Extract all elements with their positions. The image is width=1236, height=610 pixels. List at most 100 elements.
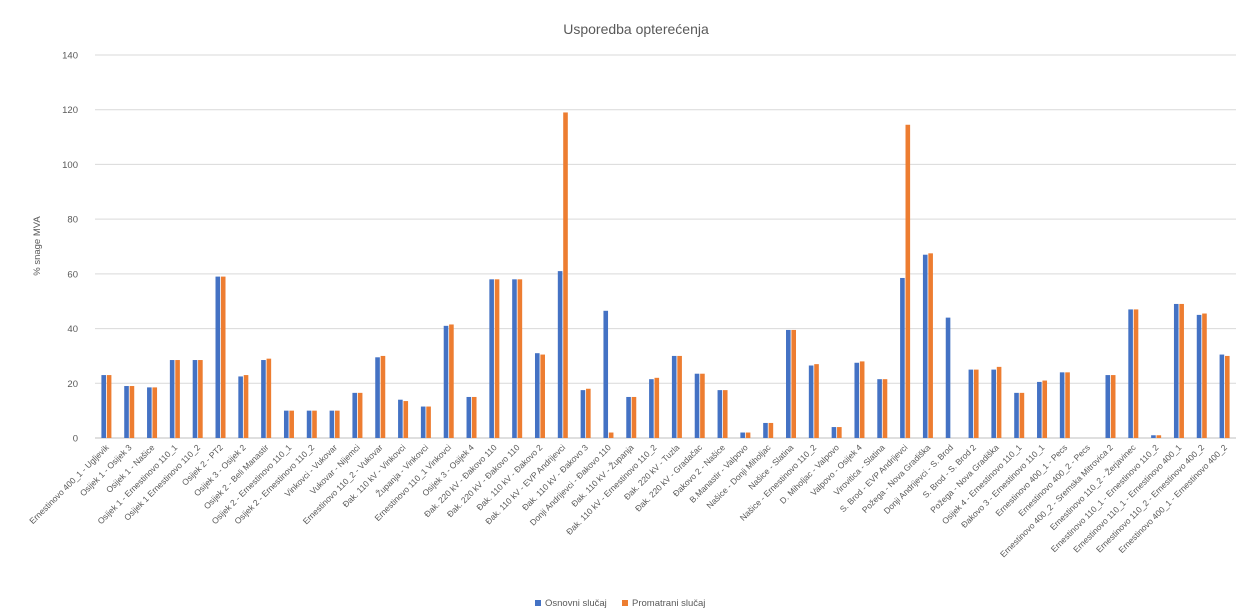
y-tick-label: 100 bbox=[62, 160, 78, 171]
bar-series-2 bbox=[426, 406, 431, 438]
bar-series-2 bbox=[449, 324, 454, 438]
bar-series-2 bbox=[517, 279, 523, 438]
bar-series-2 bbox=[1110, 375, 1116, 438]
y-axis-ticks: 0 20 40 60 80 100 120 140 bbox=[62, 51, 78, 445]
bar-series-1 bbox=[1105, 375, 1111, 438]
bar-series-2 bbox=[1179, 303, 1184, 438]
bar-series-1 bbox=[694, 373, 700, 438]
bar-series-2 bbox=[220, 276, 226, 438]
bar-series-2 bbox=[928, 253, 933, 438]
bar-series-2 bbox=[631, 396, 637, 438]
bar-series-1 bbox=[808, 365, 814, 438]
bar-series-2 bbox=[700, 373, 705, 438]
bar-series-1 bbox=[945, 317, 951, 438]
bar-series-1 bbox=[420, 406, 426, 438]
bar-series-2 bbox=[266, 358, 272, 438]
bar-series-1 bbox=[557, 271, 563, 438]
bar-series-2 bbox=[1156, 435, 1162, 438]
bar-series-2 bbox=[882, 379, 888, 438]
bar-series-1 bbox=[466, 396, 472, 438]
bar-series-1 bbox=[352, 392, 358, 438]
bar-series-2 bbox=[722, 390, 728, 438]
gridlines bbox=[95, 54, 1236, 439]
bar-series-2 bbox=[791, 329, 797, 438]
bar-series-1 bbox=[215, 276, 221, 438]
y-axis-label: % snage MVA bbox=[32, 216, 43, 276]
bar-series-1 bbox=[1219, 354, 1225, 438]
bar-series-2 bbox=[243, 375, 249, 438]
bar-series-2 bbox=[312, 410, 317, 438]
bar-series-1 bbox=[1151, 435, 1156, 438]
bar-series-2 bbox=[1065, 372, 1070, 438]
bar-series-2 bbox=[608, 432, 614, 438]
bar-series-1 bbox=[283, 410, 289, 438]
bar-series-1 bbox=[626, 396, 631, 438]
y-tick-label: 0 bbox=[73, 434, 78, 445]
bar-series-1 bbox=[398, 399, 403, 438]
bar-series-1 bbox=[147, 387, 152, 438]
bar-series-2 bbox=[1202, 313, 1207, 438]
bar-series-2 bbox=[494, 279, 500, 438]
bar-series-2 bbox=[106, 375, 112, 438]
bar-series-1 bbox=[1059, 372, 1065, 438]
bar-series-1 bbox=[238, 376, 243, 438]
bar-series-1 bbox=[169, 360, 175, 438]
bar-series-1 bbox=[922, 254, 928, 438]
bar-series-1 bbox=[443, 325, 449, 438]
bar-series-1 bbox=[740, 432, 745, 438]
bar-series-2 bbox=[837, 427, 842, 438]
bar-series-1 bbox=[261, 360, 266, 438]
bar-series-1 bbox=[306, 410, 312, 438]
bar-series-2 bbox=[1042, 380, 1048, 438]
y-tick-label: 20 bbox=[67, 379, 78, 390]
bar-series-1 bbox=[124, 386, 129, 438]
bar-series-2 bbox=[152, 387, 158, 438]
bar-series-2 bbox=[175, 360, 180, 438]
bar-series-2 bbox=[540, 354, 545, 438]
bar-series-1 bbox=[375, 357, 380, 438]
bar-series-2 bbox=[586, 388, 591, 438]
legend: Osnovni slučaj Promatrani slučaj bbox=[535, 598, 705, 609]
y-tick-label: 40 bbox=[67, 324, 78, 335]
bar-series-1 bbox=[786, 329, 791, 438]
bar-series-1 bbox=[329, 410, 335, 438]
bar-series-1 bbox=[603, 310, 609, 438]
bar-series-2 bbox=[471, 396, 477, 438]
bar-series-2 bbox=[1019, 392, 1025, 438]
bar-series-1 bbox=[101, 375, 107, 438]
bar-series-1 bbox=[991, 369, 996, 438]
bar-series-2 bbox=[129, 386, 135, 438]
bar-series-1 bbox=[763, 422, 768, 438]
bar-series-1 bbox=[877, 379, 882, 438]
bar-series-1 bbox=[1037, 381, 1042, 438]
bar-series-2 bbox=[745, 432, 751, 438]
bar-series-2 bbox=[768, 422, 774, 438]
bar-series-1 bbox=[900, 277, 905, 438]
bar-series-2 bbox=[357, 392, 363, 438]
bar-series-1 bbox=[649, 379, 654, 438]
bar-series-1 bbox=[831, 427, 837, 438]
legend-label-series-2: Promatrani slučaj bbox=[632, 598, 705, 609]
bar-series-2 bbox=[198, 360, 203, 438]
bar-series-2 bbox=[814, 364, 819, 438]
y-tick-label: 60 bbox=[67, 269, 78, 280]
bar-series-2 bbox=[335, 410, 340, 438]
chart-title: Usporedba opterećenja bbox=[563, 21, 709, 37]
bar-series-1 bbox=[1173, 303, 1179, 438]
bar-series-1 bbox=[1014, 392, 1019, 438]
y-tick-label: 80 bbox=[67, 215, 78, 226]
bar-series-2 bbox=[905, 124, 911, 438]
bar-series-2 bbox=[677, 355, 682, 438]
bar-series-2 bbox=[403, 401, 409, 438]
bar-series-2 bbox=[654, 377, 660, 438]
bar-series-1 bbox=[1128, 309, 1133, 438]
bar-series-2 bbox=[973, 369, 979, 438]
bar-series-1 bbox=[512, 279, 517, 438]
bar-series-1 bbox=[968, 369, 974, 438]
bar-series-1 bbox=[534, 353, 540, 438]
y-tick-label: 140 bbox=[62, 51, 78, 62]
bar-series-1 bbox=[854, 362, 860, 438]
bar-series-1 bbox=[1196, 314, 1202, 438]
bar-series-2 bbox=[996, 366, 1002, 438]
